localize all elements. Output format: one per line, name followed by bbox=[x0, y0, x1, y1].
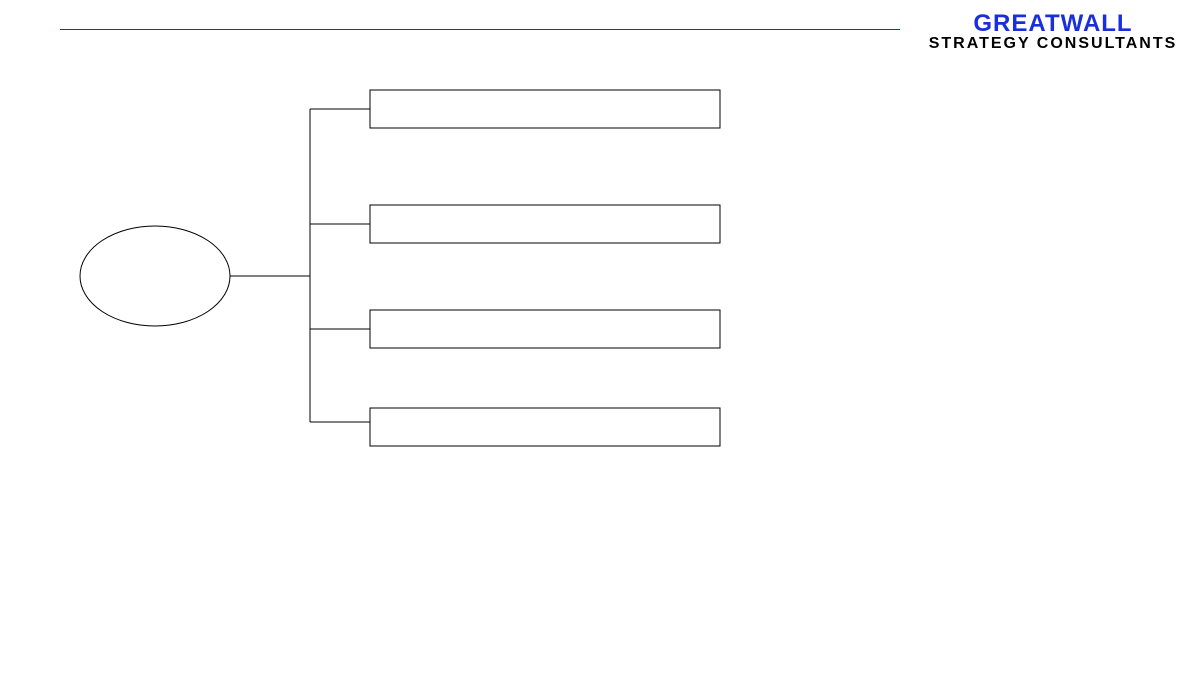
branch-box-1 bbox=[370, 205, 720, 243]
branch-box-2 bbox=[370, 310, 720, 348]
branch-box-0 bbox=[370, 90, 720, 128]
root-node bbox=[80, 226, 230, 326]
branch-box-3 bbox=[370, 408, 720, 446]
diagram bbox=[0, 0, 1200, 680]
